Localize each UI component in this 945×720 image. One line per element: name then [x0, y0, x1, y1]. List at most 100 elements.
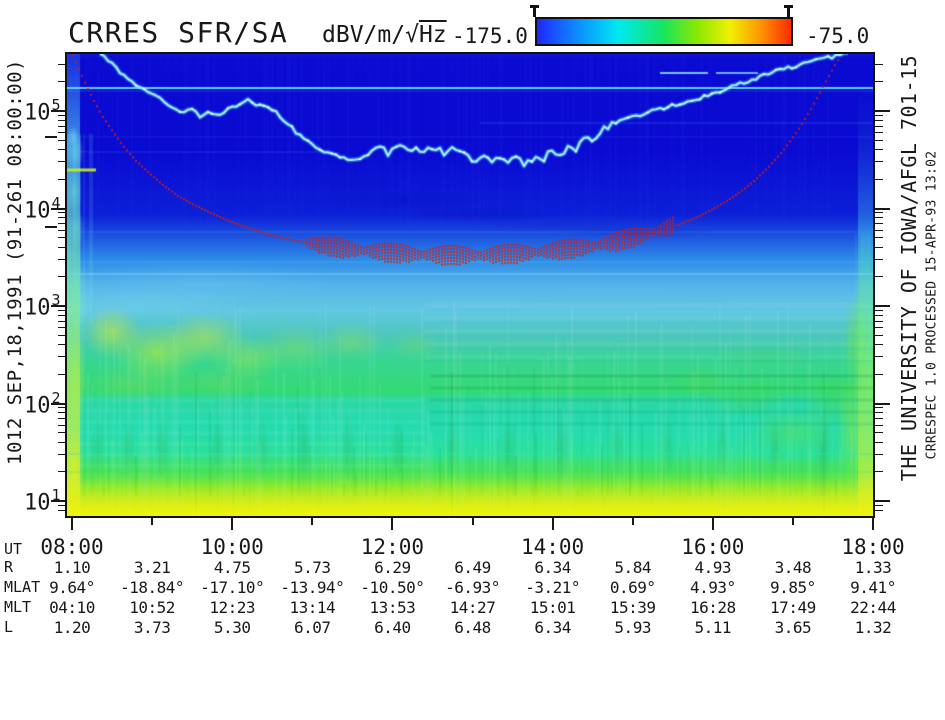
axis-tick [58, 81, 66, 83]
axis-tick [711, 516, 714, 530]
ephemeris-value-r: 5.84 [614, 558, 651, 577]
axis-tick [231, 516, 234, 530]
ephemeris-value-l: 3.65 [774, 618, 812, 637]
ephemeris-value-l: 6.40 [374, 618, 411, 637]
axis-tick [58, 125, 66, 127]
colorbar [535, 17, 793, 46]
ephemeris-value-l: 5.93 [614, 618, 651, 637]
axis-tick [58, 63, 66, 65]
axis-tick [58, 149, 66, 151]
axis-tick [311, 516, 314, 525]
axis-tick [875, 212, 883, 214]
ephemeris-value-r: 1.10 [53, 558, 91, 577]
axis-tick [58, 246, 66, 248]
axis-tick [875, 161, 883, 163]
ephemeris-value-mlat: -17.10° [200, 578, 265, 597]
ephemeris-value-r: 3.48 [774, 558, 812, 577]
ephemeris-value-l: 1.20 [53, 618, 91, 637]
axis-tick [875, 63, 883, 65]
axis-tick [58, 327, 66, 329]
axis-tick [875, 412, 883, 414]
axis-tick [875, 276, 883, 278]
axis-tick [391, 516, 394, 530]
axis-tick [875, 81, 883, 83]
axis-tick [71, 516, 73, 530]
axis-tick [875, 207, 890, 210]
axis-tick [58, 119, 66, 121]
ephemeris-value-mlat: 4.93° [689, 578, 736, 597]
y-axis-decade-label: 103 [24, 291, 61, 321]
ephemeris-value-r: 4.75 [213, 558, 251, 577]
table-row-label-mlat: MLAT [4, 578, 41, 596]
ephemeris-value-r: 6.34 [534, 558, 571, 577]
ephemeris-value-r: 4.93 [694, 558, 732, 577]
ephemeris-value-mlat: -18.84° [120, 578, 185, 597]
axis-tick [58, 132, 66, 134]
axis-tick [58, 309, 66, 311]
x-axis-time-label: 16:00 [681, 535, 745, 559]
axis-tick [875, 237, 883, 239]
colorbar-gradient [537, 19, 791, 44]
axis-tick [875, 125, 883, 127]
axis-tick [58, 320, 66, 322]
ephemeris-value-l: 3.73 [133, 618, 171, 637]
ephemeris-value-mlat: -6.93° [445, 578, 500, 597]
axis-tick [45, 136, 57, 138]
ephemeris-value-mlat: 9.85° [770, 578, 816, 597]
axis-tick [875, 217, 883, 219]
axis-tick [58, 453, 66, 455]
ephemeris-value-l: 6.07 [294, 618, 331, 637]
axis-tick [875, 305, 890, 307]
ephemeris-value-l: 6.34 [534, 618, 571, 637]
ephemeris-value-r: 6.49 [454, 558, 491, 577]
axis-tick [875, 509, 883, 511]
axis-tick [51, 500, 66, 502]
ephemeris-value-mlt: 15:01 [529, 598, 576, 617]
axis-tick [58, 139, 66, 141]
colorbar-max-label: -75.0 [806, 24, 870, 48]
axis-tick [58, 373, 66, 375]
axis-tick [875, 178, 883, 180]
axis-tick [58, 161, 66, 163]
axis-tick [58, 114, 66, 116]
axis-tick [875, 356, 883, 358]
ephemeris-value-mlat: 9.41° [850, 578, 896, 597]
right-institution-label: THE UNIVERSITY OF IOWA/AFGL 701-15 [897, 54, 921, 482]
axis-tick [875, 504, 883, 506]
axis-tick [58, 432, 66, 434]
axis-tick [875, 258, 883, 260]
axis-tick [58, 178, 66, 180]
axis-tick [58, 217, 66, 219]
ephemeris-value-mlt: 16:28 [689, 598, 736, 617]
axis-tick [875, 149, 883, 151]
ephemeris-value-mlt: 12:23 [209, 598, 256, 617]
axis-tick [875, 334, 883, 336]
ephemeris-value-r: 5.73 [294, 558, 331, 577]
x-axis-time-label: 10:00 [200, 535, 264, 559]
axis-tick [875, 229, 883, 231]
axis-tick [875, 320, 883, 322]
axis-tick [58, 412, 66, 414]
y-axis-decade-label: 105 [24, 96, 61, 126]
ephemeris-value-l: 5.30 [213, 618, 251, 637]
ephemeris-value-mlt: 15:39 [609, 598, 656, 617]
axis-tick [875, 424, 883, 426]
page-title: CRRES SFR/SA [68, 16, 289, 49]
x-axis-time-label: 18:00 [841, 535, 905, 559]
axis-tick [875, 114, 883, 116]
axis-tick [58, 237, 66, 239]
ephemeris-value-mlt: 17:49 [770, 598, 816, 617]
axis-tick [875, 432, 883, 434]
axis-tick [875, 110, 890, 112]
ephemeris-value-mlat: -13.94° [280, 578, 345, 597]
ephemeris-value-mlat: 0.69° [609, 578, 656, 597]
colorbar-units-label: dBV/m/√Hz [322, 22, 447, 48]
axis-tick [58, 407, 66, 409]
ephemeris-value-r: 6.29 [374, 558, 411, 577]
axis-tick [875, 309, 883, 311]
ephemeris-value-r: 1.33 [854, 558, 892, 577]
axis-tick [875, 453, 883, 455]
axis-tick [51, 207, 66, 210]
colorbar-min-marker-icon [529, 5, 540, 18]
